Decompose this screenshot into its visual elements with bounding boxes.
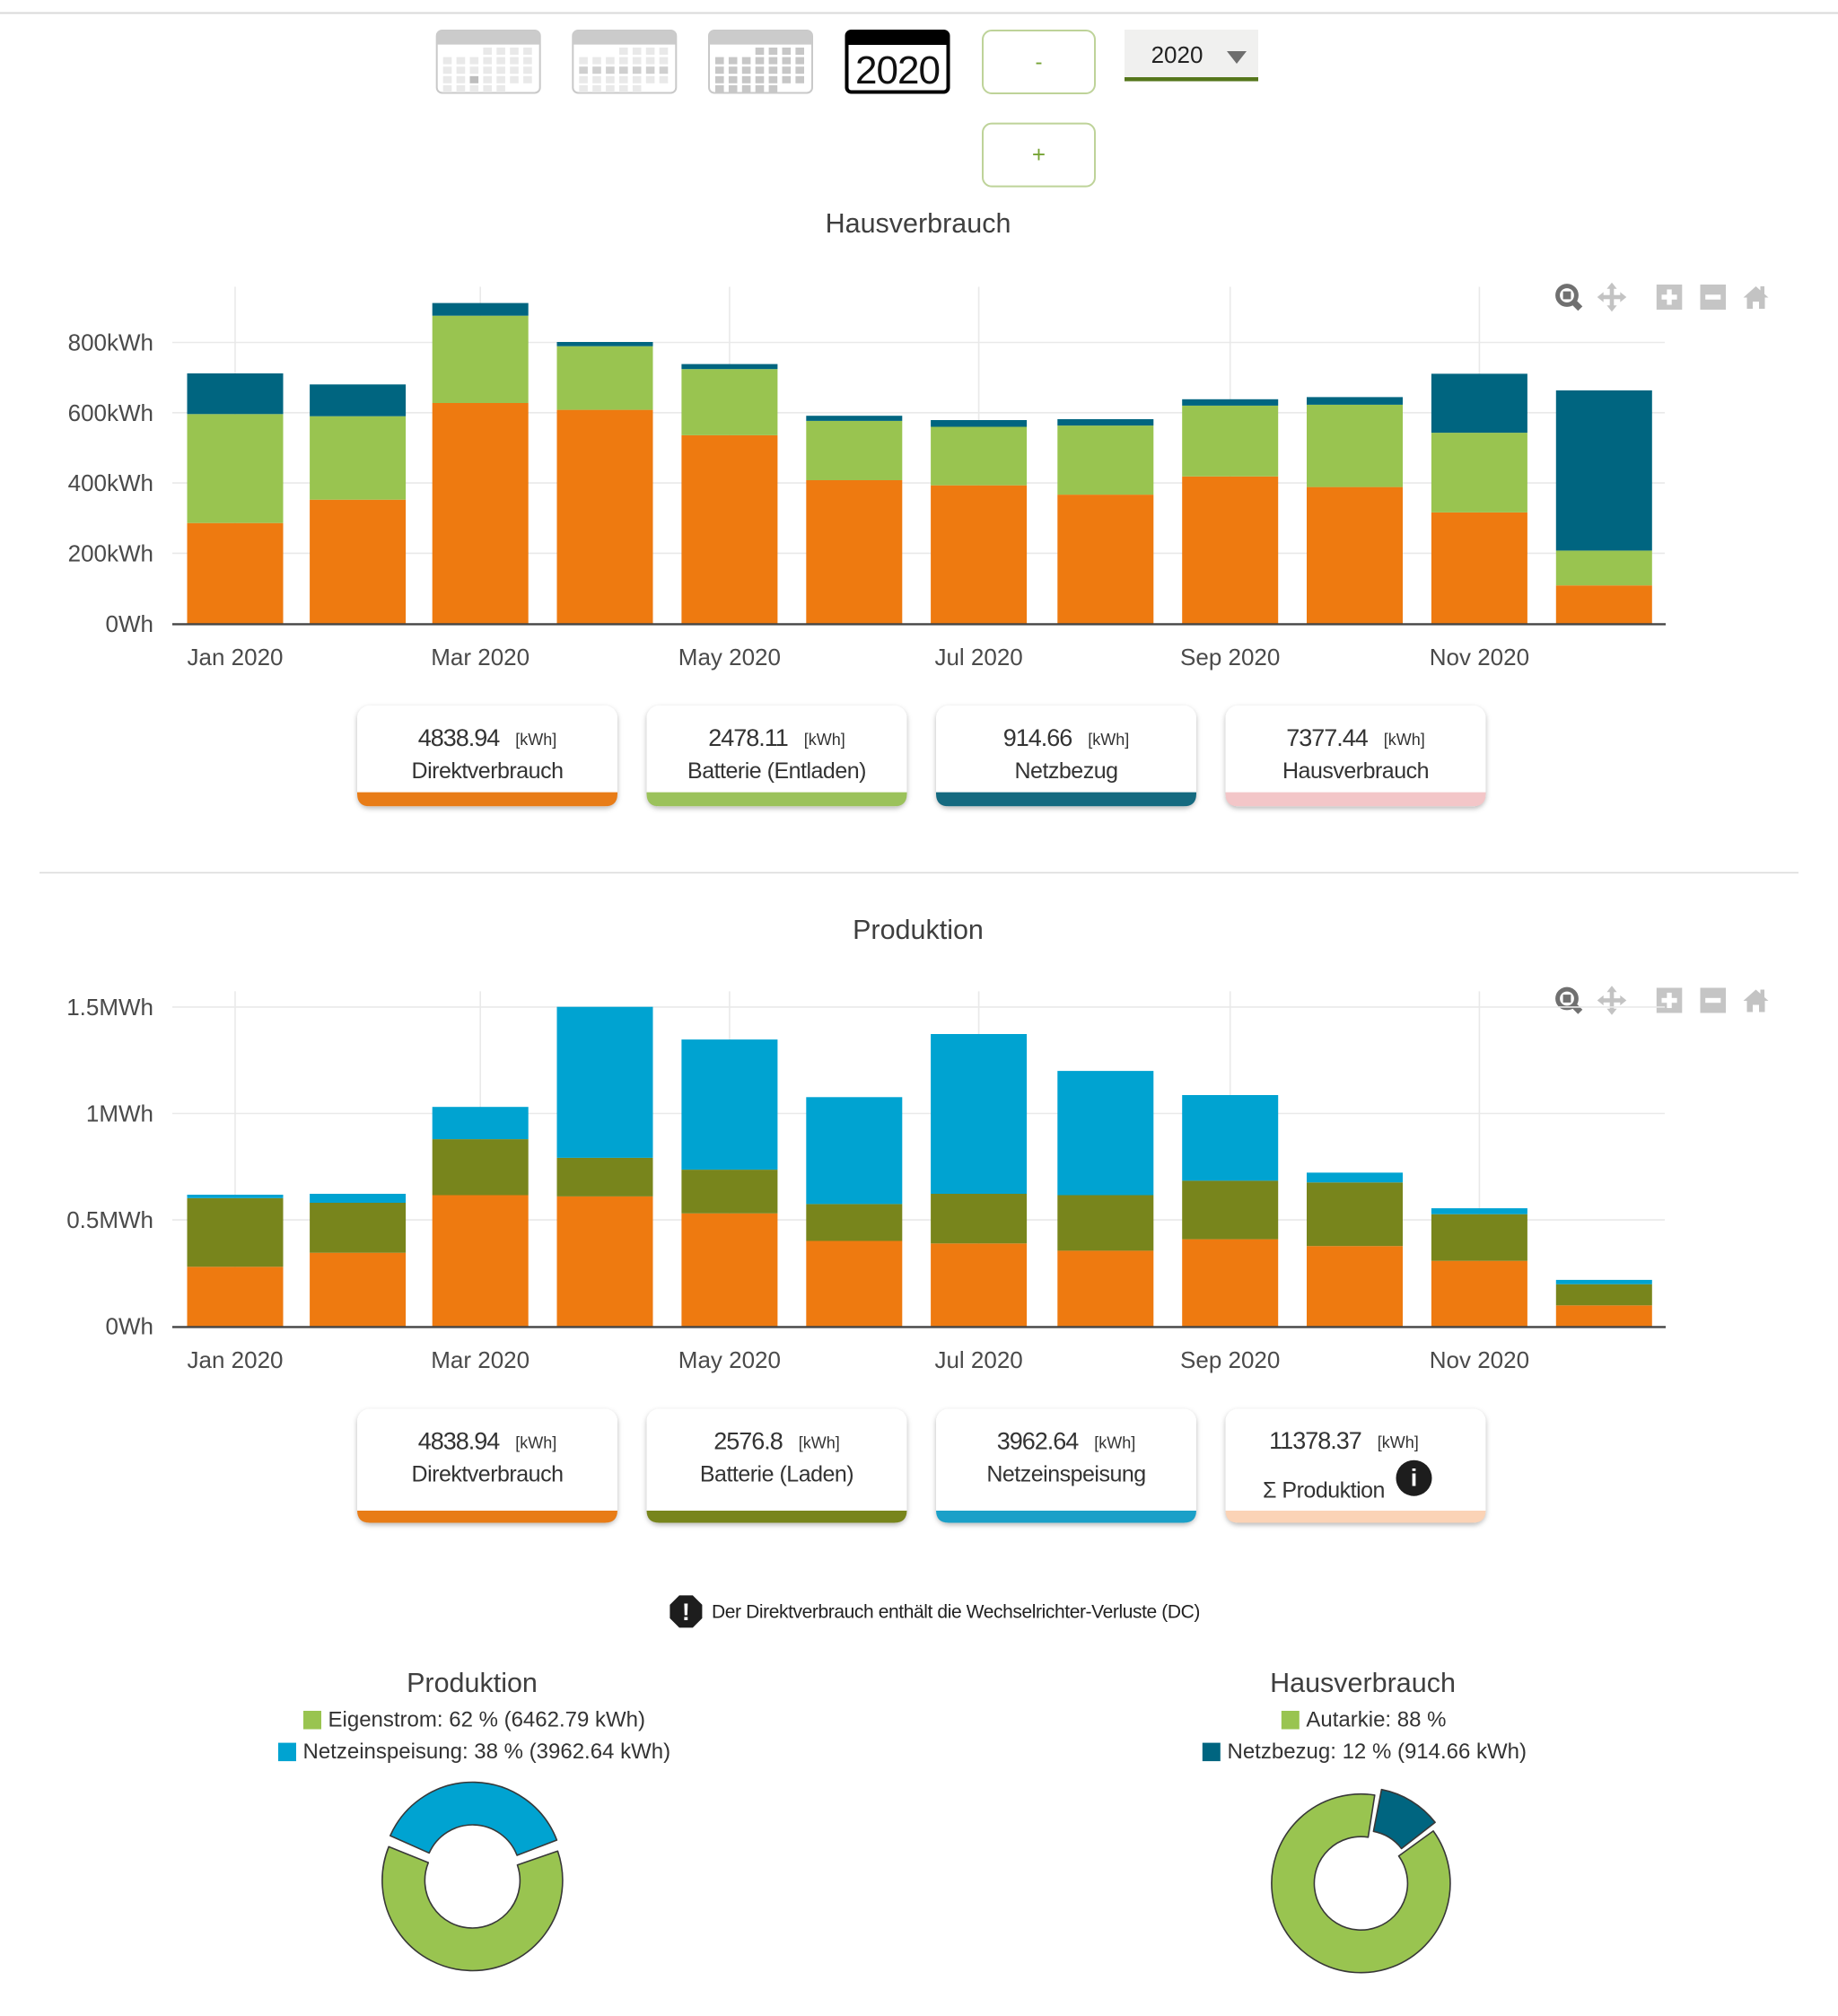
svg-text:Batterie (Entladen): Batterie (Entladen) <box>687 758 866 784</box>
svg-text:Σ Produktion: Σ Produktion <box>1263 1478 1385 1503</box>
svg-text:May 2020: May 2020 <box>678 1346 781 1373</box>
svg-text:Produktion: Produktion <box>853 915 984 945</box>
svg-text:-: - <box>1036 50 1043 75</box>
svg-text:Sep 2020: Sep 2020 <box>1180 644 1280 671</box>
svg-text:Hausverbrauch: Hausverbrauch <box>1270 1668 1456 1698</box>
svg-text:2020: 2020 <box>855 48 940 92</box>
svg-text:Netzeinspeisung: Netzeinspeisung <box>986 1462 1145 1487</box>
svg-text:Netzbezug: Netzbezug <box>1014 758 1117 784</box>
svg-text:Nov 2020: Nov 2020 <box>1430 644 1529 671</box>
svg-text:600kWh: 600kWh <box>68 399 153 426</box>
svg-text:Mar 2020: Mar 2020 <box>431 644 530 671</box>
svg-text:!: ! <box>682 1599 690 1626</box>
svg-text:Produktion: Produktion <box>407 1668 538 1698</box>
svg-text:4838.94[kWh]: 4838.94 [kWh] <box>418 724 557 751</box>
svg-text:Hausverbrauch: Hausverbrauch <box>826 208 1011 239</box>
svg-text:400kWh: 400kWh <box>68 469 153 496</box>
svg-text:Batterie (Laden): Batterie (Laden) <box>700 1462 853 1487</box>
svg-text:Jul 2020: Jul 2020 <box>934 1346 1022 1373</box>
svg-text:Hausverbrauch: Hausverbrauch <box>1282 758 1429 784</box>
svg-text:+: + <box>1032 141 1046 168</box>
svg-text:0.5MWh: 0.5MWh <box>66 1206 153 1233</box>
svg-text:Netzeinspeisung: 38 % (3962.64: Netzeinspeisung: 38 % (3962.64 kWh) <box>303 1740 671 1764</box>
svg-text:Direktverbrauch: Direktverbrauch <box>412 1462 564 1487</box>
svg-text:0Wh: 0Wh <box>106 610 153 637</box>
svg-text:2576.8[kWh]: 2576.8 [kWh] <box>713 1427 840 1454</box>
svg-text:200kWh: 200kWh <box>68 539 153 566</box>
svg-text:Netzbezug: 12 % (914.66 kWh): Netzbezug: 12 % (914.66 kWh) <box>1228 1740 1527 1764</box>
svg-text:Autarkie: 88 %: Autarkie: 88 % <box>1306 1708 1446 1732</box>
svg-text:May 2020: May 2020 <box>678 644 781 671</box>
svg-text:Direktverbrauch: Direktverbrauch <box>412 758 564 784</box>
svg-text:Jan 2020: Jan 2020 <box>188 1346 284 1373</box>
svg-text:800kWh: 800kWh <box>68 329 153 356</box>
svg-text:1.5MWh: 1.5MWh <box>66 994 153 1021</box>
svg-text:Mar 2020: Mar 2020 <box>431 1346 530 1373</box>
svg-text:Nov 2020: Nov 2020 <box>1430 1346 1529 1373</box>
svg-text:Der Direktverbrauch enthält di: Der Direktverbrauch enthält die Wechselr… <box>712 1602 1200 1623</box>
svg-text:1MWh: 1MWh <box>86 1100 153 1127</box>
svg-text:i: i <box>1411 1465 1418 1492</box>
svg-text:Jan 2020: Jan 2020 <box>188 644 284 671</box>
svg-text:7377.44[kWh]: 7377.44 [kWh] <box>1286 724 1425 751</box>
svg-text:2478.11[kWh]: 2478.11 [kWh] <box>708 724 845 751</box>
svg-text:0Wh: 0Wh <box>106 1313 153 1340</box>
svg-text:Sep 2020: Sep 2020 <box>1180 1346 1280 1373</box>
svg-text:2020: 2020 <box>1151 41 1203 68</box>
svg-text:11378.37[kWh]: 11378.37 [kWh] <box>1269 1427 1419 1454</box>
svg-text:914.66[kWh]: 914.66 [kWh] <box>1003 724 1130 751</box>
svg-text:Eigenstrom: 62 % (6462.79 kWh): Eigenstrom: 62 % (6462.79 kWh) <box>328 1708 646 1732</box>
svg-text:4838.94[kWh]: 4838.94 [kWh] <box>418 1427 557 1454</box>
svg-text:3962.64[kWh]: 3962.64 [kWh] <box>997 1427 1136 1454</box>
svg-text:Jul 2020: Jul 2020 <box>934 644 1022 671</box>
